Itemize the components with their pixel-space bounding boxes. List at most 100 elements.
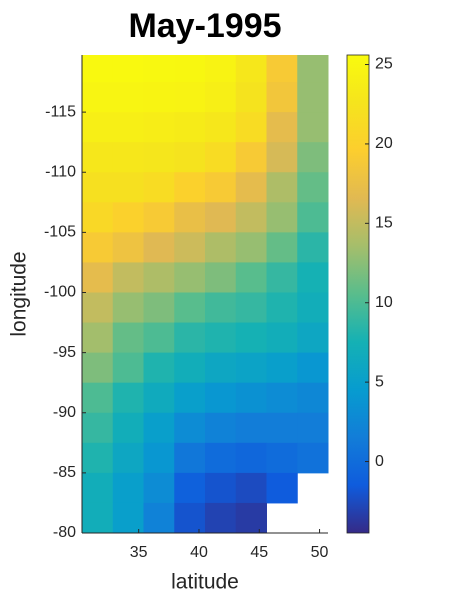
cell bbox=[266, 412, 298, 444]
cell bbox=[235, 442, 267, 474]
cell bbox=[235, 232, 267, 263]
cell bbox=[112, 172, 144, 203]
cell bbox=[235, 142, 267, 173]
cell bbox=[112, 112, 144, 143]
cell bbox=[235, 262, 267, 293]
cell bbox=[112, 142, 144, 173]
cell bbox=[266, 322, 298, 354]
cell bbox=[174, 352, 206, 384]
cell bbox=[297, 202, 329, 233]
cell bbox=[82, 382, 114, 414]
cell bbox=[266, 112, 298, 143]
chart-title: May-1995 bbox=[128, 7, 281, 45]
y-axis-label: longitude bbox=[8, 251, 31, 336]
cell bbox=[235, 55, 267, 83]
cell bbox=[174, 262, 206, 293]
cell bbox=[82, 142, 114, 173]
cell bbox=[174, 472, 206, 504]
cell bbox=[143, 502, 175, 534]
cell bbox=[112, 442, 144, 474]
cell bbox=[82, 262, 114, 293]
cell bbox=[235, 292, 267, 324]
cell bbox=[174, 232, 206, 263]
cell bbox=[266, 262, 298, 293]
cell bbox=[82, 322, 114, 354]
y-tick-label: -115 bbox=[45, 103, 76, 120]
y-tick-label: -90 bbox=[53, 404, 76, 421]
cell bbox=[297, 82, 329, 113]
cell bbox=[235, 112, 267, 143]
cell bbox=[82, 112, 114, 143]
cell bbox=[112, 412, 144, 444]
cell bbox=[205, 232, 237, 263]
colorbar bbox=[346, 54, 370, 534]
cell bbox=[112, 352, 144, 384]
cell bbox=[205, 472, 237, 504]
cell bbox=[297, 322, 329, 354]
cell bbox=[82, 172, 114, 203]
cell bbox=[174, 55, 206, 83]
cell bbox=[235, 472, 267, 504]
cell bbox=[297, 232, 329, 263]
colorbar-tick-label: 5 bbox=[375, 373, 384, 390]
cell bbox=[112, 292, 144, 324]
cell bbox=[266, 382, 298, 414]
cell bbox=[112, 202, 144, 233]
cell bbox=[82, 55, 114, 83]
cell bbox=[143, 172, 175, 203]
cell bbox=[297, 352, 329, 384]
colorbar-tick-label: 10 bbox=[375, 294, 393, 311]
cell bbox=[174, 112, 206, 143]
colorbar-tick-label: 25 bbox=[375, 56, 393, 73]
cell bbox=[205, 82, 237, 113]
cell bbox=[205, 112, 237, 143]
cell bbox=[205, 292, 237, 324]
cell bbox=[143, 142, 175, 173]
cell bbox=[205, 442, 237, 474]
cell bbox=[174, 502, 206, 534]
cell bbox=[143, 262, 175, 293]
cell bbox=[235, 352, 267, 384]
cell bbox=[205, 322, 237, 354]
cell bbox=[112, 82, 144, 113]
y-tick-label: -105 bbox=[44, 224, 76, 241]
cell bbox=[297, 292, 329, 324]
cell bbox=[266, 202, 298, 233]
cell bbox=[205, 352, 237, 384]
cell bbox=[174, 382, 206, 414]
y-tick-label: -110 bbox=[45, 163, 76, 180]
cell bbox=[266, 232, 298, 263]
cell bbox=[143, 472, 175, 504]
cell bbox=[297, 55, 329, 83]
cell bbox=[205, 502, 237, 534]
cell bbox=[82, 502, 114, 534]
cell bbox=[266, 442, 298, 474]
cell bbox=[174, 202, 206, 233]
cell bbox=[297, 442, 329, 474]
cell bbox=[143, 202, 175, 233]
cell bbox=[82, 82, 114, 113]
cell bbox=[112, 382, 144, 414]
cell bbox=[235, 382, 267, 414]
x-axis-label: latitude bbox=[171, 571, 239, 594]
cell bbox=[174, 442, 206, 474]
cell bbox=[297, 112, 329, 143]
cell bbox=[266, 292, 298, 324]
cell bbox=[205, 262, 237, 293]
cell bbox=[266, 472, 298, 504]
cell bbox=[143, 292, 175, 324]
cell bbox=[143, 112, 175, 143]
cell bbox=[143, 322, 175, 354]
y-tick-label: -100 bbox=[44, 284, 76, 301]
colorbar-tick-label: 0 bbox=[375, 453, 384, 470]
x-tick-label: 50 bbox=[311, 544, 329, 561]
cell bbox=[174, 292, 206, 324]
cell bbox=[235, 322, 267, 354]
y-tick-label: -85 bbox=[53, 464, 76, 481]
cell bbox=[143, 82, 175, 113]
cell bbox=[205, 172, 237, 203]
cell bbox=[174, 322, 206, 354]
cell bbox=[266, 55, 298, 83]
cell bbox=[205, 142, 237, 173]
